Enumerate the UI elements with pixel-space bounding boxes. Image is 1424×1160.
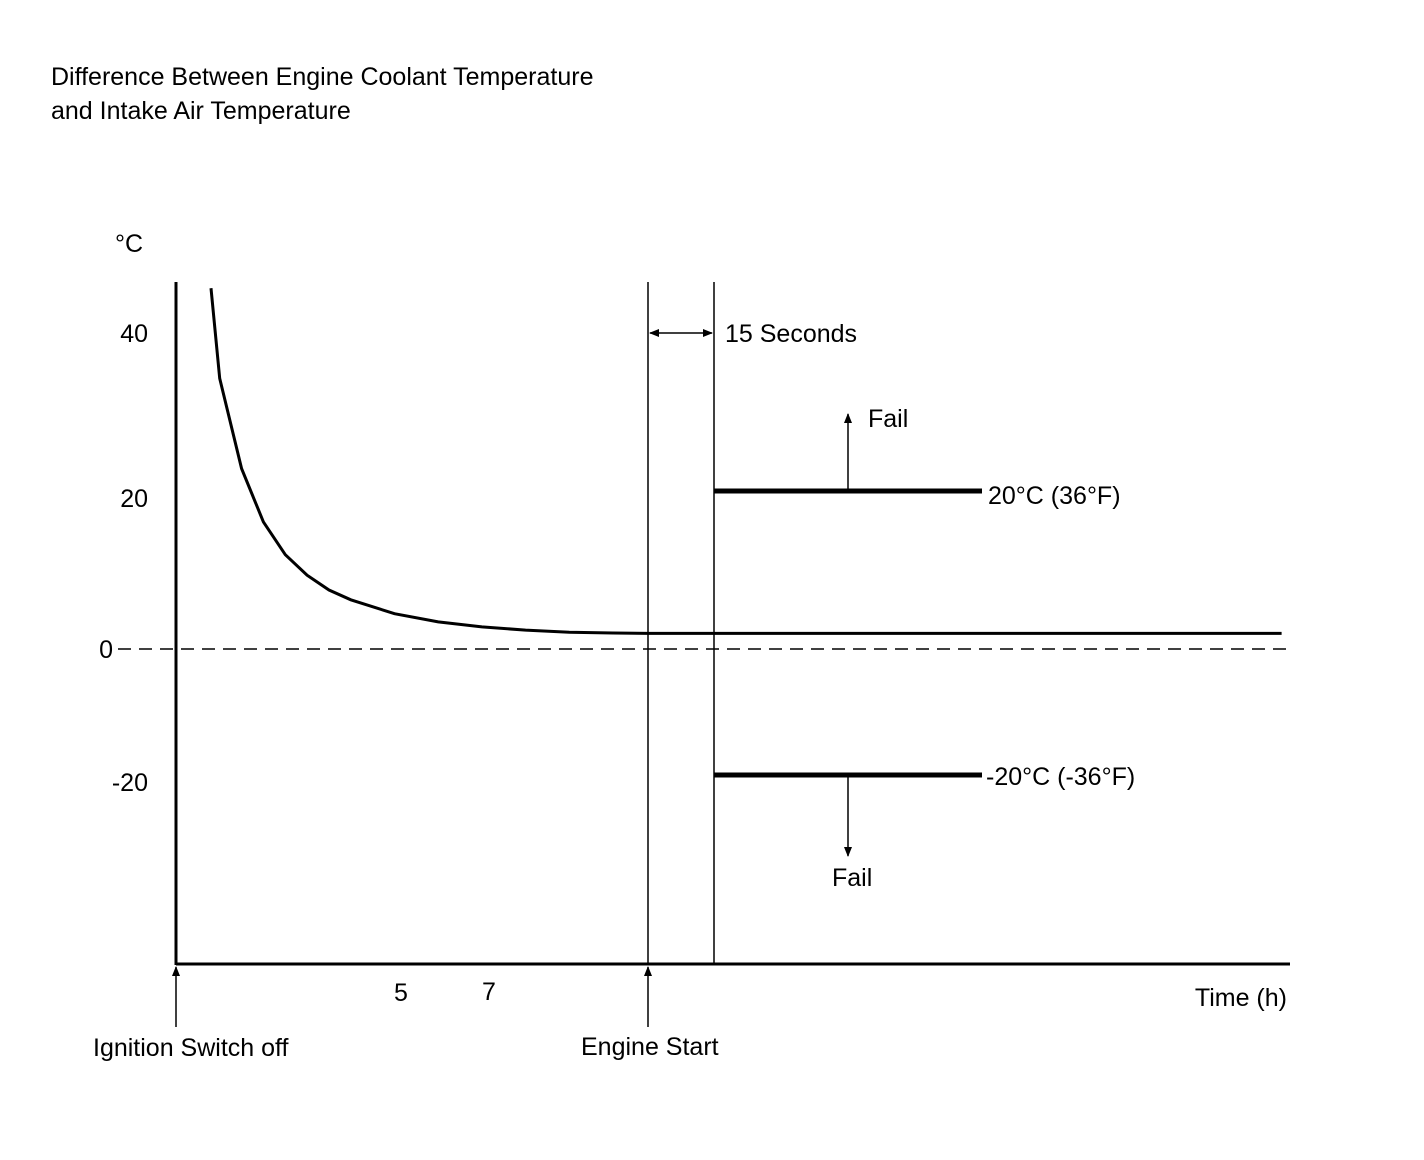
x-tick-label-7: 7 — [482, 978, 496, 1006]
y-axis-label: °C — [115, 230, 143, 258]
chart-title-line-2: and Intake Air Temperature — [51, 97, 351, 125]
chart-title-line-1: Difference Between Engine Coolant Temper… — [51, 63, 594, 91]
upper-threshold-label: 20°C (36°F) — [988, 482, 1121, 510]
y-tick-label-40: 40 — [120, 320, 148, 348]
ignition-off-label: Ignition Switch off — [93, 1034, 289, 1062]
chart-title: Difference Between Engine Coolant Temper… — [51, 60, 593, 128]
y-tick-label-0: 0 — [99, 636, 113, 664]
x-axis-label: Time (h) — [1195, 984, 1287, 1012]
interval-label: 15 Seconds — [725, 320, 857, 348]
lower-fail-label: Fail — [832, 864, 872, 892]
engine-start-label: Engine Start — [581, 1033, 719, 1061]
temperature-difference-series — [209, 288, 649, 635]
y-tick-label-minus-20: -20 — [112, 769, 148, 797]
lower-threshold-label: -20°C (-36°F) — [986, 763, 1135, 791]
x-tick-label-5: 5 — [394, 979, 408, 1007]
y-tick-label-20: 20 — [120, 485, 148, 513]
upper-fail-label: Fail — [868, 405, 908, 433]
